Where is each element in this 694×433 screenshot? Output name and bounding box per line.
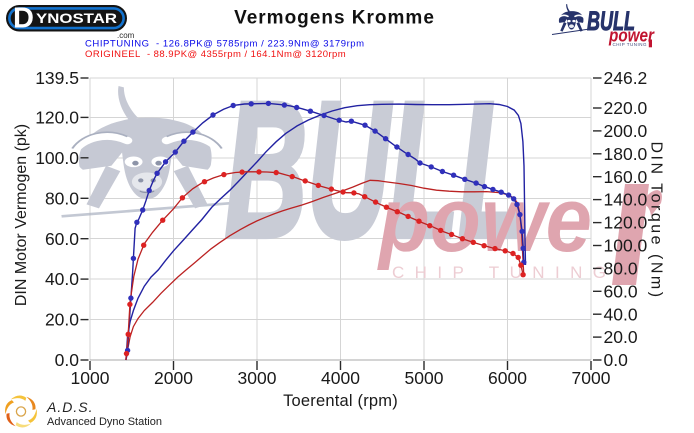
svg-text:139.5: 139.5 xyxy=(35,68,79,88)
svg-text:180.0: 180.0 xyxy=(604,144,648,164)
svg-text:1000: 1000 xyxy=(71,368,110,388)
svg-text:2000: 2000 xyxy=(154,368,193,388)
svg-text:100.0: 100.0 xyxy=(35,148,79,168)
svg-text:220.0: 220.0 xyxy=(604,98,648,118)
svg-text:CHIPTUNING - 126.8PK@ 5785rpm: CHIPTUNING - 126.8PK@ 5785rpm / 223.9Nm@… xyxy=(85,39,365,50)
svg-text:5000: 5000 xyxy=(405,368,444,388)
svg-text:ORIGINEEL - 88.9PK@ 4355rpm /: ORIGINEEL - 88.9PK@ 4355rpm / 164.1Nm@ 3… xyxy=(85,49,346,60)
svg-text:CHIP TUNING: CHIP TUNING xyxy=(613,42,647,47)
svg-text:120.0: 120.0 xyxy=(604,213,648,233)
svg-text:.com: .com xyxy=(117,31,135,40)
svg-text:80.0: 80.0 xyxy=(604,259,638,279)
svg-text:200.0: 200.0 xyxy=(604,121,648,141)
svg-text:80.0: 80.0 xyxy=(45,188,79,208)
svg-text:power: power xyxy=(608,24,655,46)
svg-text:A.D.S.: A.D.S. xyxy=(46,399,93,415)
svg-text:DIN Motor Vermogen (pk): DIN Motor Vermogen (pk) xyxy=(13,124,30,306)
svg-text:120.0: 120.0 xyxy=(35,108,79,128)
svg-text:60.0: 60.0 xyxy=(604,281,638,301)
svg-text:100.0: 100.0 xyxy=(604,236,648,256)
svg-text:DIN Torque (Nm): DIN Torque (Nm) xyxy=(648,141,665,299)
svg-text:YNOSTAR: YNOSTAR xyxy=(36,10,117,26)
svg-text:4000: 4000 xyxy=(321,368,360,388)
svg-text:246.2: 246.2 xyxy=(604,68,648,88)
svg-text:BULL: BULL xyxy=(587,6,635,36)
svg-text:20.0: 20.0 xyxy=(45,310,79,330)
svg-text:Advanced Dyno Station: Advanced Dyno Station xyxy=(47,416,162,428)
svg-text:160.0: 160.0 xyxy=(604,167,648,187)
svg-text:0.0: 0.0 xyxy=(55,350,80,370)
svg-text:20.0: 20.0 xyxy=(604,327,638,347)
svg-text:40.0: 40.0 xyxy=(604,304,638,324)
svg-text:7000: 7000 xyxy=(572,368,611,388)
svg-text:40.0: 40.0 xyxy=(45,269,79,289)
svg-text:3000: 3000 xyxy=(238,368,277,388)
svg-text:D: D xyxy=(13,3,34,35)
svg-text:CHIP TUNING: CHIP TUNING xyxy=(392,263,606,282)
svg-text:60.0: 60.0 xyxy=(45,229,79,249)
svg-text:Vermogens Kromme: Vermogens Kromme xyxy=(234,7,435,28)
svg-text:0.0: 0.0 xyxy=(604,350,629,370)
svg-text:Toerental (rpm): Toerental (rpm) xyxy=(283,392,398,410)
svg-text:140.0: 140.0 xyxy=(604,190,648,210)
svg-text:6000: 6000 xyxy=(488,368,527,388)
